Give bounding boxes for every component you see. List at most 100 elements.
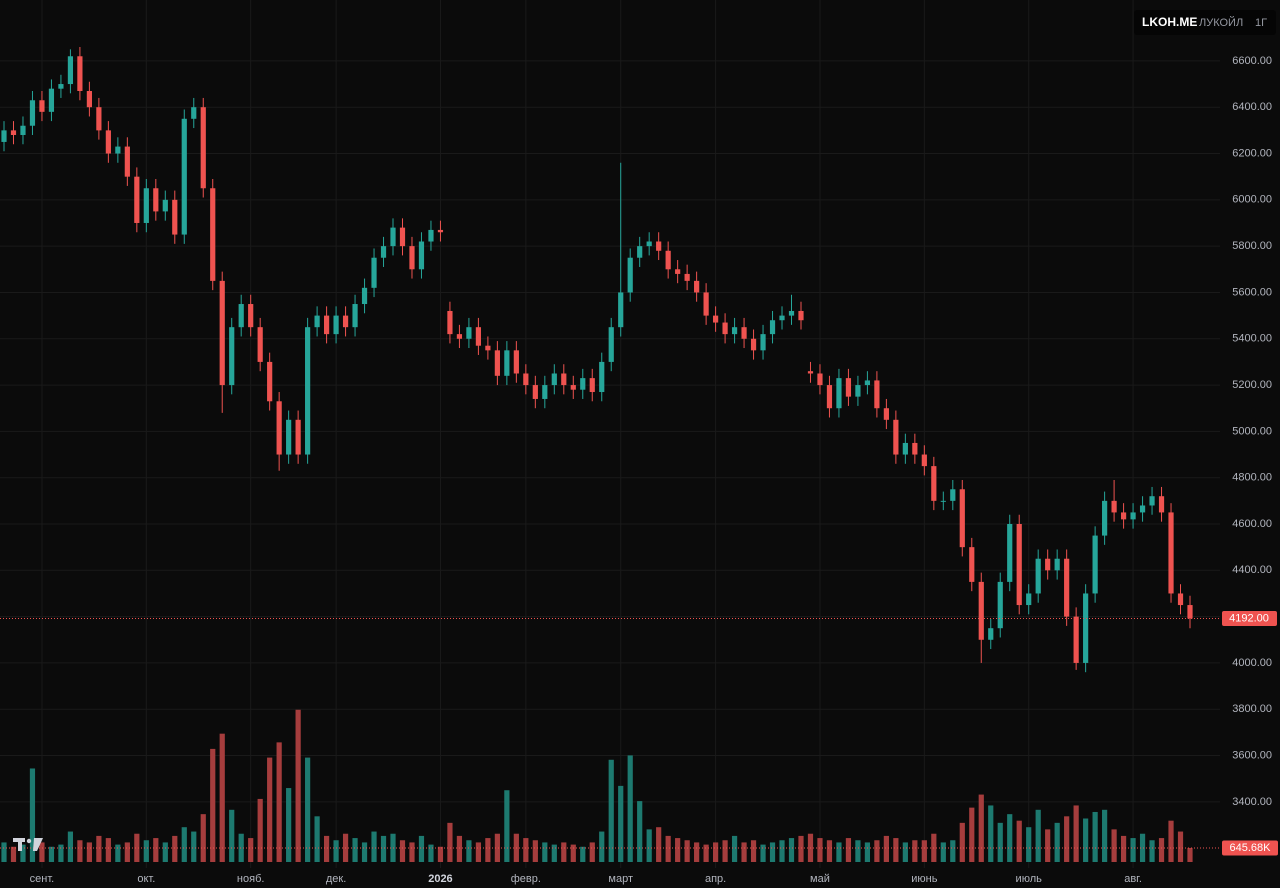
volume-bar [750, 840, 757, 862]
candle-body [504, 350, 510, 376]
volume-bar [684, 840, 690, 862]
candle-body [229, 327, 235, 386]
volume-bar [200, 814, 206, 862]
candle-body [67, 56, 74, 85]
volume-bar [86, 842, 92, 862]
volume-bar [20, 844, 26, 862]
volume-bar [352, 838, 358, 862]
candle-body [580, 378, 586, 390]
candle-body [494, 350, 500, 376]
candle-body [608, 327, 614, 362]
candle-body [551, 373, 557, 386]
candle-body [788, 310, 795, 316]
volume-bar [589, 842, 595, 862]
volume-bar [713, 842, 719, 862]
interval[interactable]: 1Г [1255, 17, 1267, 29]
volume-bar [988, 805, 994, 862]
candle-body [627, 257, 633, 293]
volume-bar [523, 838, 529, 862]
volume-bar [997, 822, 1003, 862]
candle-body [352, 304, 358, 328]
candle-body [997, 581, 1003, 629]
candle-body [20, 125, 26, 135]
x-tick-label: февр. [511, 873, 541, 885]
volume-bar [181, 827, 187, 862]
candle-body [845, 378, 852, 397]
volume-bar [219, 733, 225, 862]
volume-bar [333, 840, 339, 862]
volume-bar [1177, 831, 1184, 862]
volume-bar [1092, 811, 1098, 862]
candle-body [959, 489, 965, 548]
volume-bar [855, 840, 861, 862]
y-tick-label: 4400.00 [1232, 564, 1272, 576]
candle-body [305, 327, 311, 455]
volume-bar [257, 798, 263, 862]
y-tick-label: 5000.00 [1232, 425, 1272, 437]
volume-bar [295, 709, 301, 862]
volume-bar [475, 842, 481, 862]
x-tick-label: апр. [705, 873, 726, 885]
candle-body [1073, 616, 1079, 663]
volume-bar [741, 842, 747, 862]
volume-bar [29, 768, 36, 862]
volume-bar [77, 840, 83, 862]
candle-body [10, 130, 17, 135]
candle-body [988, 628, 994, 640]
volume-bar [314, 816, 320, 862]
candle-body [807, 371, 814, 374]
volume-bar [1158, 838, 1165, 862]
volume-bar [722, 840, 728, 862]
candle-body [219, 280, 225, 386]
candle-body [371, 257, 377, 288]
volume-bar [1187, 847, 1193, 862]
volume-bar [893, 838, 899, 862]
candle-body [1102, 500, 1108, 536]
candle-body [874, 380, 880, 409]
candle-body [342, 315, 349, 328]
candle-body [542, 385, 548, 399]
y-tick-label: 4800.00 [1232, 472, 1272, 484]
y-tick-label: 4600.00 [1232, 518, 1272, 530]
candle-body [115, 146, 121, 154]
symbol[interactable]: LKOH.ME [1142, 15, 1197, 29]
candle-body [238, 304, 244, 328]
volume-bar [532, 840, 538, 862]
volume-bar [456, 835, 463, 862]
volume-bar [580, 846, 586, 862]
candle-body [153, 188, 159, 212]
volume-bar [959, 822, 965, 862]
candle-body [931, 466, 937, 501]
volume-bar [58, 844, 64, 862]
volume-bar [1007, 814, 1013, 862]
candle-body [162, 199, 168, 212]
volume-bar [656, 827, 662, 862]
candle-body [1092, 535, 1098, 594]
candle-body [248, 304, 254, 328]
candle-body [1064, 558, 1070, 617]
candle-body [418, 241, 425, 270]
volume-bar [466, 840, 472, 862]
candle-body [1111, 500, 1117, 513]
volume-bar [162, 842, 168, 862]
volume-bar [950, 840, 956, 862]
y-tick-label: 5600.00 [1232, 286, 1272, 298]
volume-bar [248, 838, 254, 862]
candle-body [675, 269, 681, 274]
candle-body [969, 547, 975, 582]
volume-layer [1, 709, 1193, 862]
volume-bar [551, 844, 557, 862]
volume-bar [361, 842, 368, 862]
candle-body [703, 292, 709, 316]
candle-body [513, 350, 519, 374]
volume-bar [731, 835, 738, 862]
candle-body [333, 315, 339, 335]
candle-body [286, 419, 292, 455]
candle-body [836, 378, 842, 409]
volume-bar [779, 840, 785, 862]
candle-body [523, 373, 529, 386]
volume-bar [1149, 840, 1155, 862]
volume-bar [399, 840, 406, 862]
candle-body [599, 361, 605, 393]
volume-bar [153, 838, 159, 862]
